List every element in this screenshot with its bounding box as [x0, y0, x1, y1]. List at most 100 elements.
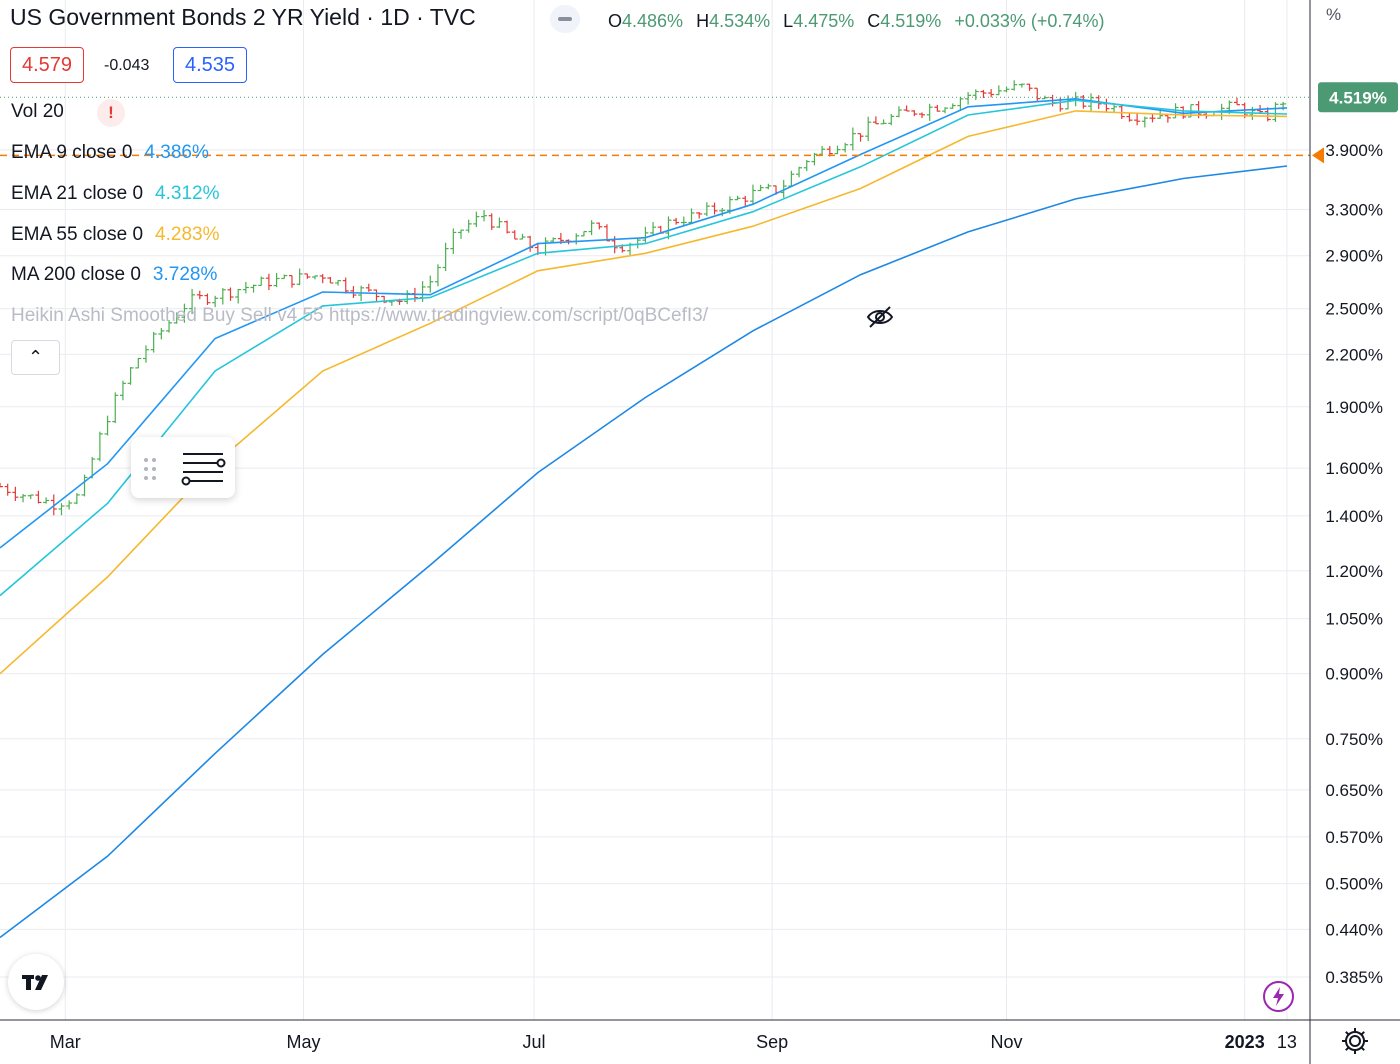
ema21-line [0, 99, 1288, 597]
change-value: +0.033% (+0.74%) [954, 11, 1105, 31]
eye-off-icon[interactable] [865, 304, 895, 330]
high-value: 4.534% [709, 11, 771, 31]
up-bar [1272, 102, 1279, 122]
low-key: L [783, 11, 794, 31]
current-price-label: 4.519% [1329, 88, 1387, 107]
ma200-line [0, 165, 1288, 939]
ema9-value: 4.386% [144, 142, 209, 163]
down-bar [381, 295, 388, 304]
down-bar [4, 483, 11, 496]
down-bar [1034, 87, 1041, 102]
up-bar [965, 92, 972, 105]
up-bar [473, 211, 480, 228]
drag-handle-icon[interactable] [143, 457, 157, 481]
up-bar [650, 222, 657, 236]
ma200-value: 3.728% [152, 264, 218, 285]
down-bar [511, 230, 518, 240]
down-bar [1026, 83, 1033, 91]
up-bar [926, 103, 933, 121]
up-bar [949, 103, 956, 109]
tradingview-logo-icon[interactable] [8, 954, 64, 1010]
up-bar [20, 493, 27, 503]
legend-ema21[interactable]: EMA 21 close 0 4.312% [11, 183, 219, 205]
up-bar [81, 474, 88, 497]
up-bar [665, 216, 672, 240]
sell-button[interactable]: 4.579 [10, 47, 85, 83]
gear-icon[interactable] [1340, 1026, 1370, 1056]
up-bar [1141, 116, 1148, 128]
up-bar [150, 331, 157, 353]
up-bar [219, 288, 226, 305]
ohlc-readout: O4.486% H4.534% L4.475% C4.519% +0.033% … [608, 11, 1112, 32]
low-value: 4.475% [793, 11, 855, 31]
legend-ema9[interactable]: EMA 9 close 0 4.386% [11, 142, 209, 164]
y-tick-label: 3.300% [1325, 201, 1383, 220]
up-bar [496, 217, 503, 228]
ema21-label: EMA 21 close 0 [11, 183, 144, 204]
up-bar [811, 152, 818, 166]
up-bar [43, 497, 50, 504]
up-bar [181, 303, 188, 323]
legend-volume[interactable]: Vol 20 [11, 101, 64, 123]
up-bar [1011, 80, 1018, 91]
down-bar [1103, 98, 1110, 113]
chevron-up-icon[interactable]: ⌃ [11, 340, 60, 375]
up-bar [457, 229, 464, 239]
up-bar [119, 380, 126, 401]
up-bar [1003, 86, 1010, 93]
down-bar [1134, 113, 1141, 126]
down-bar [696, 212, 703, 219]
y-tick-label: 1.200% [1325, 562, 1383, 581]
warning-icon[interactable]: ! [97, 99, 125, 127]
alert-marker [1312, 147, 1324, 164]
up-bar [481, 210, 488, 222]
down-bar [12, 486, 19, 502]
down-bar [903, 105, 910, 112]
up-bar [819, 146, 826, 155]
up-bar [972, 89, 979, 101]
down-bar [342, 277, 349, 294]
legend-ema55[interactable]: EMA 55 close 0 4.283% [11, 224, 219, 246]
up-bar [242, 281, 249, 294]
floating-toolbar[interactable] [131, 437, 235, 498]
y-tick-label: 2.200% [1325, 345, 1383, 364]
up-bar [312, 275, 319, 280]
down-bar [35, 490, 42, 504]
down-bar [365, 283, 372, 292]
legend-heikin-ashi-hidden[interactable]: Heikin Ashi Smoothed Buy Sell v4 55 http… [11, 305, 708, 326]
down-bar [373, 289, 380, 303]
open-key: O [608, 11, 623, 31]
y-tick-label: 3.900% [1325, 141, 1383, 160]
up-bar [281, 274, 288, 280]
up-bar [66, 500, 73, 510]
up-bar [112, 392, 119, 424]
symbol-title[interactable]: US Government Bonds 2 YR Yield · 1D · TV… [10, 4, 476, 30]
x-tick-label: Sep [756, 1032, 788, 1052]
up-bar [96, 431, 103, 462]
y-tick-label: 1.050% [1325, 610, 1383, 629]
y-tick-label: 1.400% [1325, 507, 1383, 526]
down-bar [872, 116, 879, 125]
up-bar [250, 284, 257, 293]
price-axis-unit: % [1326, 5, 1342, 24]
up-bar [1280, 101, 1287, 111]
up-bar [642, 226, 649, 243]
ema9-line [0, 97, 1288, 549]
up-bar [450, 228, 457, 255]
up-bar [942, 107, 949, 114]
lightning-icon[interactable] [1263, 981, 1294, 1012]
up-bar [296, 268, 303, 286]
legend-ma200[interactable]: MA 200 close 0 3.728% [11, 264, 217, 286]
up-bar [688, 208, 695, 225]
indicator-settings-icon[interactable] [181, 451, 227, 487]
y-tick-label: 1.600% [1325, 459, 1383, 478]
up-bar [273, 272, 280, 288]
legend-toggle-button[interactable] [550, 5, 580, 33]
up-bar [849, 127, 856, 151]
buy-button[interactable]: 4.535 [173, 47, 248, 83]
y-tick-label: 0.750% [1325, 730, 1383, 749]
down-bar [988, 89, 995, 98]
x-tick-label: May [286, 1032, 320, 1052]
